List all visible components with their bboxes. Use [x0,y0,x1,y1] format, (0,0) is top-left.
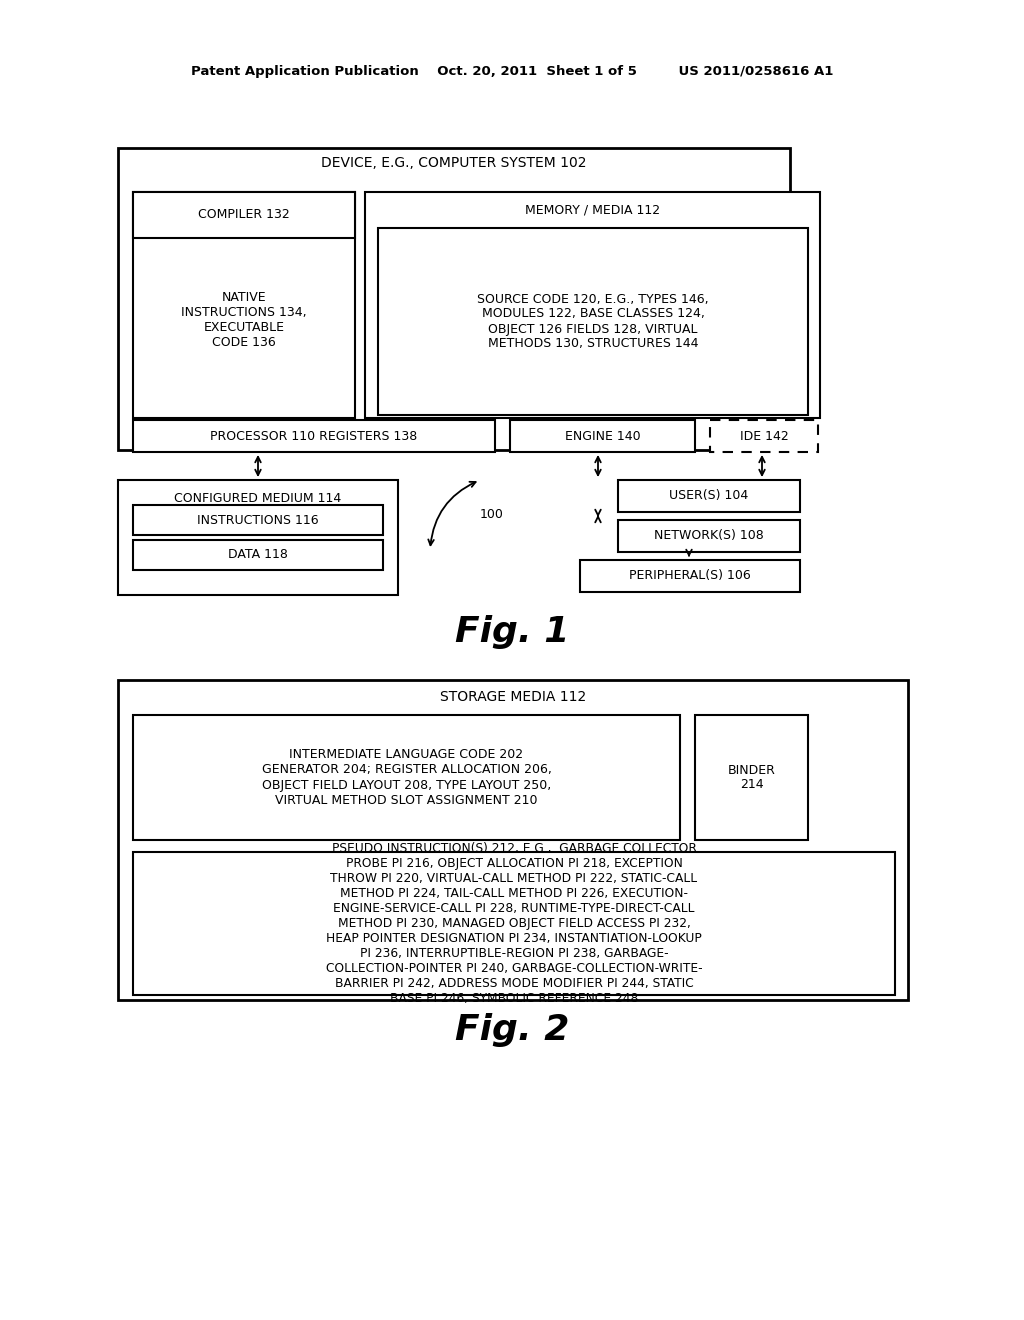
Text: ENGINE 140: ENGINE 140 [564,429,640,442]
Text: NETWORK(S) 108: NETWORK(S) 108 [654,529,764,543]
Bar [133,540,383,570]
Bar [133,191,355,238]
Bar [133,191,355,418]
Bar [710,420,818,451]
Text: IDE 142: IDE 142 [739,429,788,442]
Text: Fig. 1: Fig. 1 [455,615,569,649]
Bar [618,520,800,552]
Bar [133,851,895,995]
Text: 100: 100 [480,508,504,521]
Text: DEVICE, E.G., COMPUTER SYSTEM 102: DEVICE, E.G., COMPUTER SYSTEM 102 [322,156,587,170]
Bar [365,191,820,418]
Text: BINDER
214: BINDER 214 [728,763,775,792]
Bar [133,715,680,840]
Bar [118,148,790,450]
Text: NATIVE
INSTRUCTIONS 134,
EXECUTABLE
CODE 136: NATIVE INSTRUCTIONS 134, EXECUTABLE CODE… [181,290,307,348]
Bar [618,480,800,512]
Text: USER(S) 104: USER(S) 104 [670,490,749,503]
Bar [580,560,800,591]
Text: SOURCE CODE 120, E.G., TYPES 146,
MODULES 122, BASE CLASSES 124,
OBJECT 126 FIEL: SOURCE CODE 120, E.G., TYPES 146, MODULE… [477,293,709,351]
Bar [118,680,908,1001]
Text: INSTRUCTIONS 116: INSTRUCTIONS 116 [198,513,318,527]
Text: INTERMEDIATE LANGUAGE CODE 202
GENERATOR 204; REGISTER ALLOCATION 206,
OBJECT FI: INTERMEDIATE LANGUAGE CODE 202 GENERATOR… [261,748,552,807]
Text: PERIPHERAL(S) 106: PERIPHERAL(S) 106 [629,569,751,582]
Text: PROCESSOR 110 REGISTERS 138: PROCESSOR 110 REGISTERS 138 [210,429,418,442]
Text: MEMORY / MEDIA 112: MEMORY / MEDIA 112 [525,203,660,216]
Text: CONFIGURED MEDIUM 114: CONFIGURED MEDIUM 114 [174,492,342,506]
Bar [133,420,495,451]
Text: STORAGE MEDIA 112: STORAGE MEDIA 112 [440,690,586,704]
Bar [695,715,808,840]
Bar [378,228,808,414]
Text: Fig. 2: Fig. 2 [455,1012,569,1047]
Text: PSEUDO INSTRUCTION(S) 212, E.G.,  GARBAGE COLLECTOR
PROBE PI 216, OBJECT ALLOCAT: PSEUDO INSTRUCTION(S) 212, E.G., GARBAGE… [326,842,702,1005]
Text: Patent Application Publication    Oct. 20, 2011  Sheet 1 of 5         US 2011/02: Patent Application Publication Oct. 20, … [190,66,834,78]
Bar [510,420,695,451]
Text: DATA 118: DATA 118 [228,549,288,561]
Bar [133,506,383,535]
Text: COMPILER 132: COMPILER 132 [198,209,290,222]
Bar [118,480,398,595]
